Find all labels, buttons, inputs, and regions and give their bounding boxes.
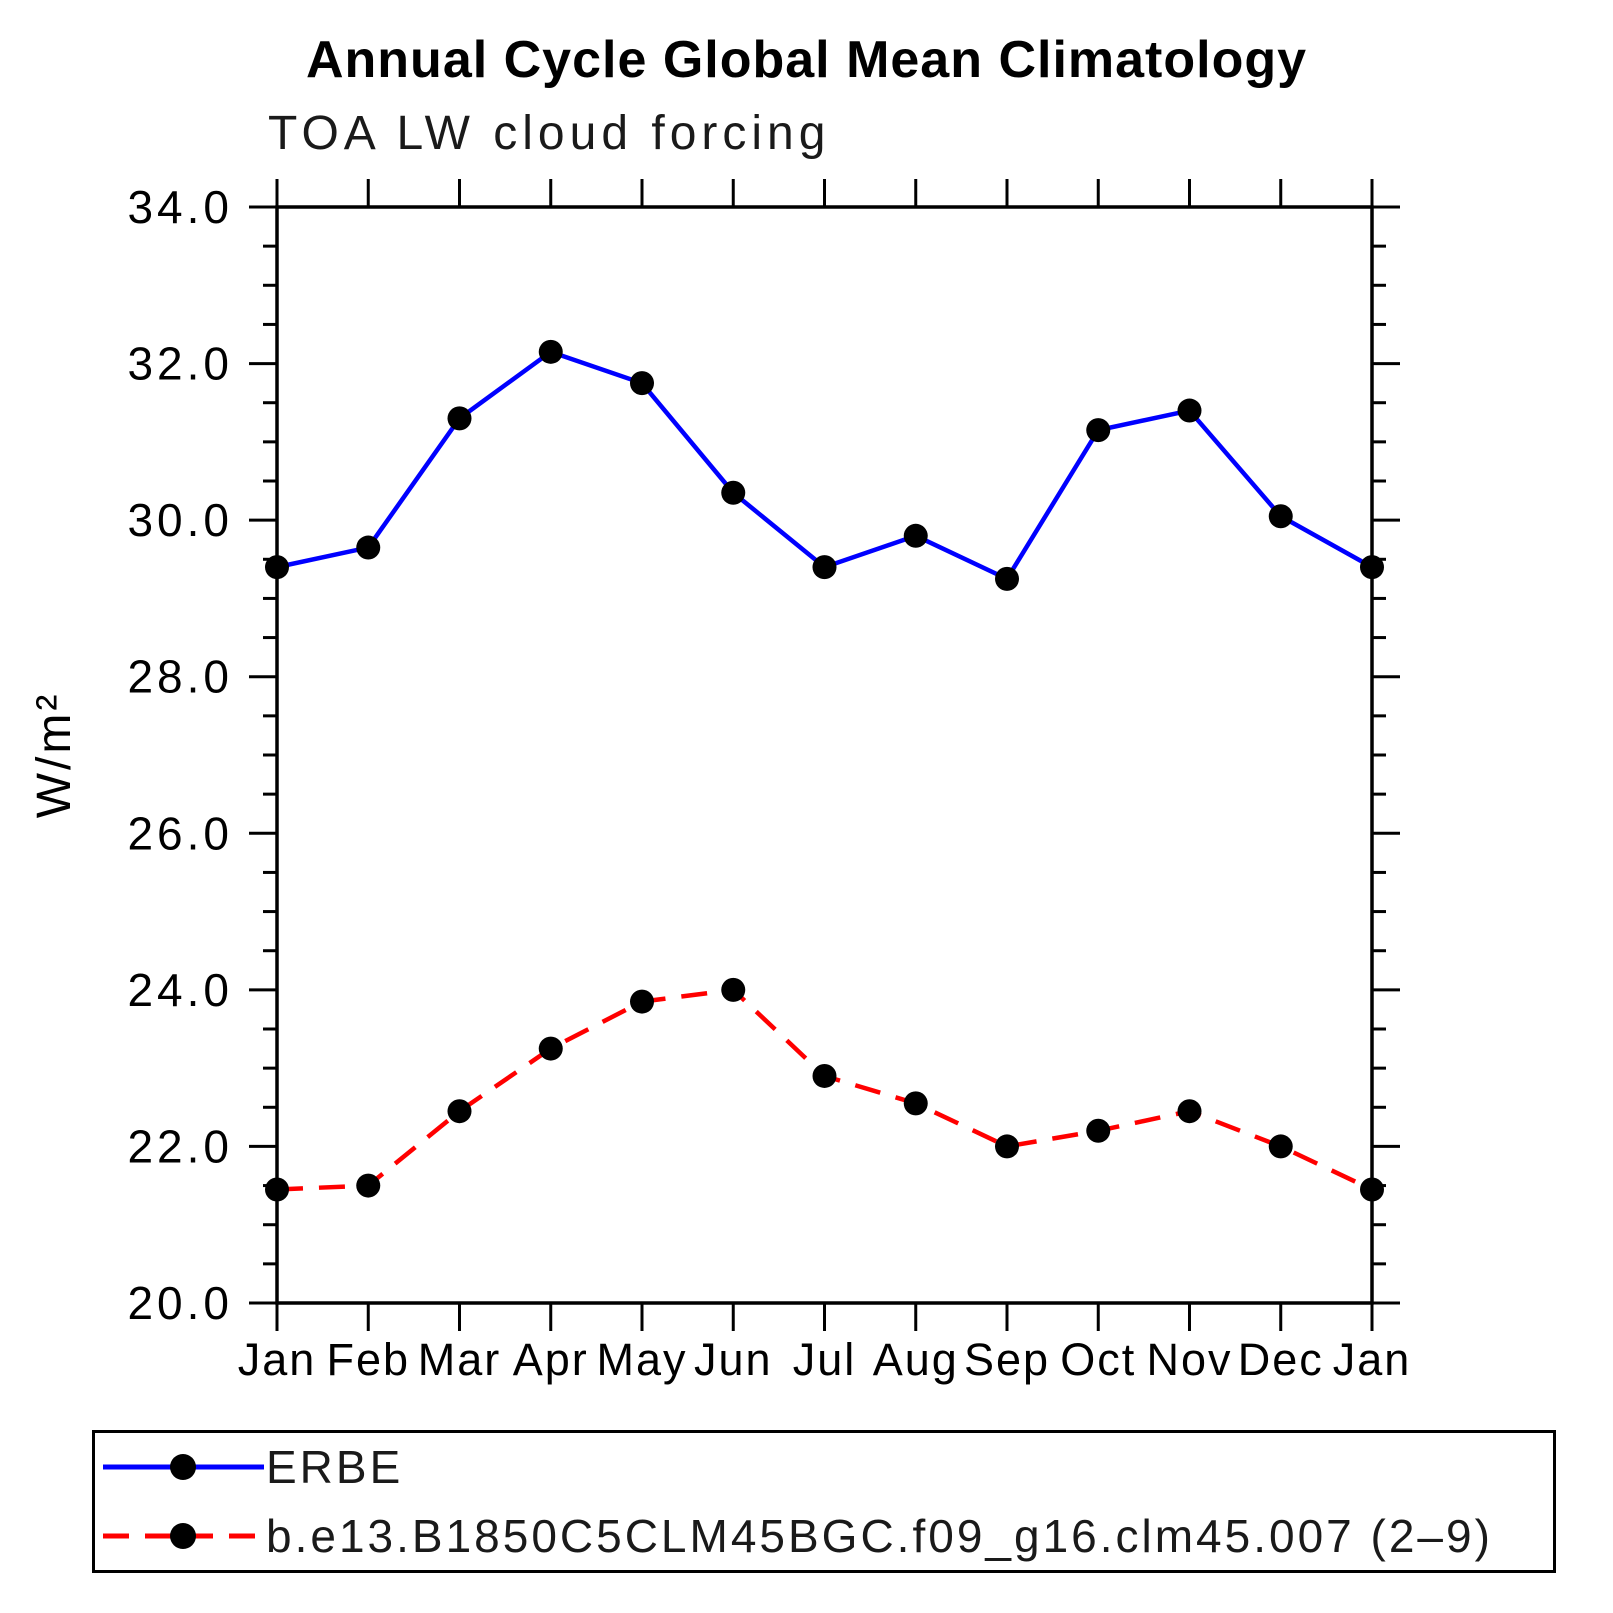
data-point-marker (630, 989, 654, 1014)
x-tick-label: Nov (1146, 1334, 1232, 1385)
x-tick-label: Jan (1333, 1334, 1412, 1385)
chart-subtitle: TOA LW cloud forcing (268, 107, 831, 160)
y-axis-title: W/m² (28, 692, 81, 819)
data-point-marker (812, 1063, 837, 1088)
x-tick-label: Feb (326, 1334, 410, 1385)
chart-title: Annual Cycle Global Mean Climatology (305, 31, 1308, 89)
legend-item-model: b.e13.B1850C5CLM45BGC.f09_g16.clm45.007 … (95, 1504, 1553, 1568)
y-tick-label: 26.0 (127, 807, 233, 859)
data-point-marker (1360, 1177, 1384, 1202)
x-tick-label: Aug (873, 1334, 959, 1385)
data-point-marker (1177, 398, 1202, 423)
x-tick-label: Jan (238, 1334, 317, 1385)
data-point-marker (995, 566, 1019, 591)
data-point-marker (1177, 1099, 1202, 1124)
data-point-marker (903, 523, 928, 548)
legend-label-model: b.e13.B1850C5CLM45BGC.f09_g16.clm45.007 … (266, 1509, 1493, 1562)
y-tick-label: 34.0 (127, 181, 233, 233)
legend-sample-marker-icon (170, 1522, 196, 1549)
y-tick-label: 24.0 (127, 964, 233, 1016)
x-tick-label: Apr (513, 1334, 589, 1385)
legend-line-sample-dashed (103, 1522, 264, 1549)
data-point-marker (265, 555, 289, 580)
x-tick-label: Oct (1060, 1334, 1136, 1385)
data-point-marker (538, 1036, 563, 1061)
data-point-marker (903, 1091, 928, 1116)
data-point-marker (630, 371, 654, 396)
x-tick-label: Jun (694, 1334, 773, 1385)
data-point-marker (721, 977, 746, 1002)
data-point-marker (447, 1099, 472, 1124)
data-point-marker (1086, 418, 1111, 443)
series-line-erbe (276, 349, 1374, 582)
y-tick-label: 32.0 (127, 338, 233, 390)
plot-frame (275, 205, 1374, 1305)
x-tick-label: May (596, 1334, 687, 1385)
data-point-marker (356, 1173, 381, 1198)
legend: ERBE b.e13.B1850C5CLM45BGC.f09_g16.clm45… (92, 1430, 1556, 1573)
legend-sample-marker-icon (170, 1454, 196, 1481)
legend-label-erbe: ERBE (266, 1441, 404, 1494)
data-point-marker (1360, 555, 1384, 580)
data-point-marker (812, 555, 837, 580)
legend-item-erbe: ERBE (95, 1435, 1553, 1499)
data-point-marker (1268, 1134, 1293, 1159)
data-point-marker (538, 339, 563, 364)
data-point-marker (265, 1177, 289, 1202)
y-tick-label: 22.0 (127, 1120, 233, 1172)
y-tick-label: 30.0 (127, 494, 233, 546)
data-point-marker (447, 406, 472, 431)
x-tick-label: Mar (418, 1334, 502, 1385)
x-tick-label: Jul (793, 1334, 857, 1385)
y-tick-label: 28.0 (127, 651, 233, 703)
x-tick-label: Sep (964, 1334, 1050, 1385)
data-point-marker (1086, 1118, 1111, 1143)
series-line-model (276, 987, 1373, 1192)
data-point-marker (356, 535, 381, 560)
data-point-marker (1268, 504, 1293, 529)
data-point-marker (995, 1134, 1019, 1159)
legend-line-sample-solid (103, 1454, 264, 1481)
y-tick-label: 20.0 (127, 1277, 233, 1329)
data-point-marker (721, 480, 746, 505)
x-tick-label: Dec (1238, 1334, 1324, 1385)
